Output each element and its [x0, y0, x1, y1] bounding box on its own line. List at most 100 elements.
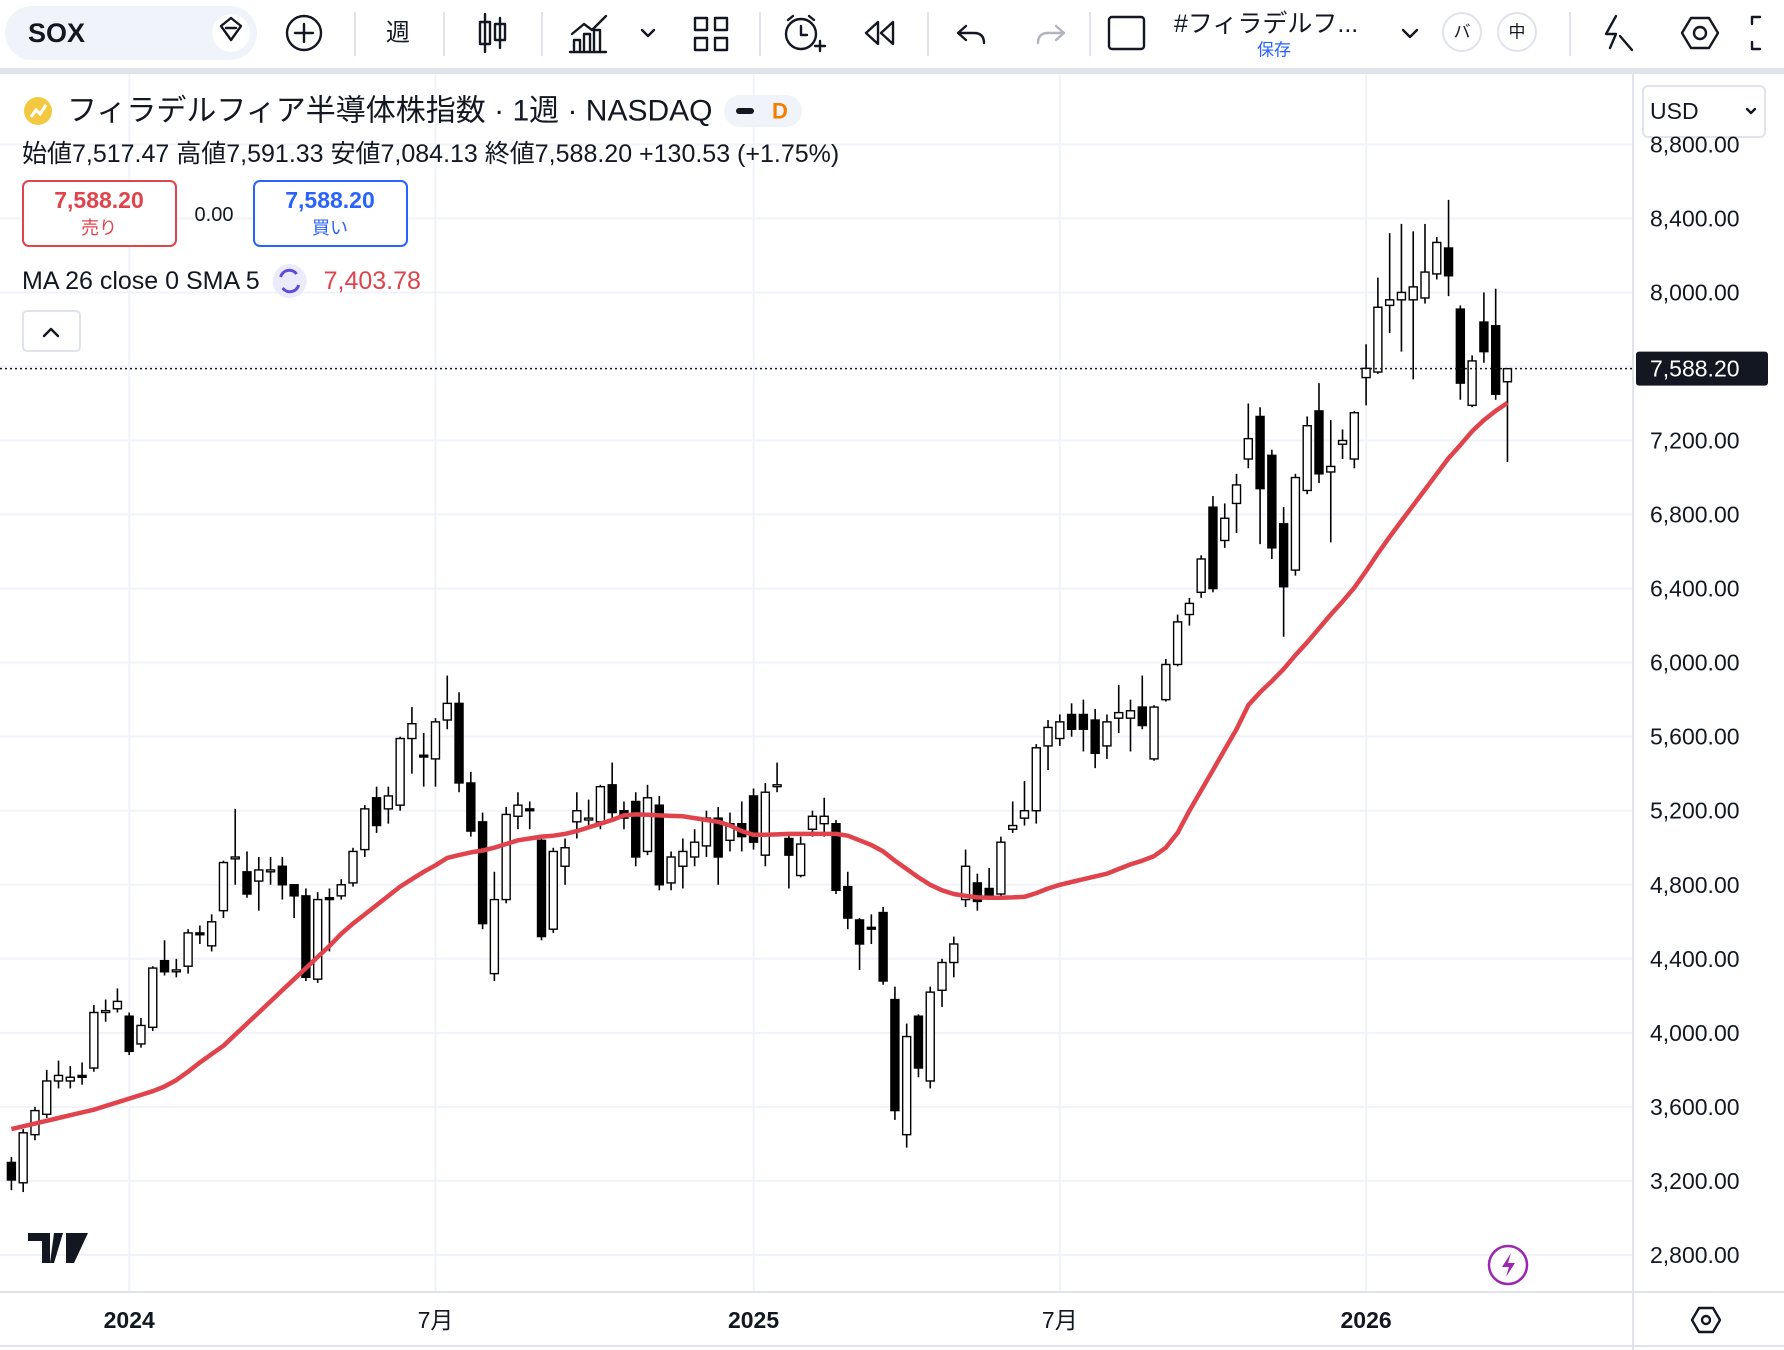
last-price-tag [1636, 351, 1768, 386]
candle-body [53, 1074, 64, 1082]
y-tick-label: 8,400.00 [1650, 205, 1740, 231]
candle-body [996, 841, 1006, 895]
candle-body [1031, 747, 1041, 812]
chart-type-icon[interactable] [478, 12, 507, 54]
axis-settings[interactable] [1690, 1306, 1722, 1334]
fullscreen-icon[interactable] [1750, 15, 1762, 51]
candle-body [371, 797, 382, 827]
candle-body [1408, 286, 1418, 301]
replay-icon[interactable] [864, 20, 895, 46]
symbol-search[interactable] [5, 6, 257, 60]
indicator-icon-mark [279, 268, 301, 294]
candle-body [560, 847, 570, 867]
candle-body [1149, 706, 1159, 760]
candle-body [1078, 713, 1089, 730]
candle-body [760, 791, 771, 856]
candle-body [136, 1024, 146, 1045]
sell-label: 売り [81, 218, 117, 238]
candle-body [1255, 415, 1265, 490]
candle-body [501, 813, 511, 901]
indicators-icon[interactable] [568, 14, 608, 54]
candle-body [1137, 706, 1147, 727]
save-label[interactable]: 保存 [1257, 41, 1291, 60]
candle-body [831, 822, 841, 892]
candle-body [1161, 663, 1171, 701]
candle-body [395, 737, 405, 806]
last-price-label: 7,588.20 [1650, 356, 1740, 382]
settings-icon-center [1692, 25, 1708, 41]
layout-icon[interactable] [693, 16, 729, 52]
candle-body [360, 808, 370, 851]
btn-naka-label: 中 [1509, 23, 1526, 42]
layout-square[interactable] [1107, 15, 1146, 51]
btn-ba[interactable] [1442, 12, 1482, 52]
candle-body [1290, 476, 1301, 571]
btn-naka[interactable] [1497, 12, 1537, 52]
candle-body [1243, 437, 1254, 460]
candle-body [595, 785, 606, 823]
buy-button[interactable] [253, 180, 408, 247]
chevron[interactable] [640, 28, 656, 38]
undo-icon[interactable] [956, 24, 986, 45]
candle-body [854, 919, 865, 945]
candle-body [77, 1074, 87, 1078]
axis-settings-center [1700, 1314, 1712, 1326]
candle-body [607, 784, 617, 814]
candle-body [1326, 465, 1336, 473]
candle-body [960, 865, 971, 901]
candle-body [654, 804, 664, 886]
collapse-icon [42, 327, 60, 338]
candle-body [6, 1161, 17, 1181]
candle-body [913, 1015, 924, 1069]
candle-body [878, 911, 888, 982]
candle-body [230, 856, 240, 860]
candle-body [1019, 810, 1030, 819]
candle-body [1008, 824, 1018, 830]
y-tick-label: 5,600.00 [1650, 724, 1740, 750]
y-tick-label: 3,200.00 [1650, 1168, 1740, 1194]
layout-name[interactable]: #フィラデルフ... [1174, 10, 1358, 38]
alert-icon[interactable] [784, 17, 818, 51]
diamond-icon[interactable] [219, 16, 243, 42]
settings-icon[interactable] [1680, 16, 1720, 50]
lightning-icon [1502, 1253, 1515, 1277]
candle-body [525, 808, 535, 812]
buy-label: 買い [312, 218, 348, 238]
currency-select[interactable] [1642, 85, 1766, 138]
candle-body [925, 991, 935, 1082]
candle-body [1314, 410, 1324, 475]
status-badge [724, 95, 802, 127]
symbol-logo-mark [29, 104, 48, 118]
redo-icon[interactable] [1036, 24, 1066, 45]
chart-title: フィラデルフィア半導体株指数 · 1週 · NASDAQ [67, 95, 713, 128]
currency-chevron [1745, 107, 1757, 115]
candle-body [124, 1015, 134, 1053]
candle-body [678, 850, 688, 867]
quick-icon[interactable] [1604, 14, 1634, 52]
interval[interactable]: 週 [386, 20, 410, 47]
add-symbol[interactable] [285, 14, 323, 52]
candle-body [1102, 721, 1112, 747]
candle-body [1231, 484, 1242, 505]
candle-body [489, 898, 500, 975]
candle-body [1349, 412, 1360, 460]
candle-body [442, 702, 452, 721]
indicator-icon[interactable] [272, 264, 307, 298]
y-tick-label: 4,400.00 [1650, 946, 1740, 972]
y-tick-label: 6,000.00 [1650, 650, 1740, 676]
sell-button[interactable] [22, 180, 177, 247]
candle-body [1490, 325, 1501, 395]
candle-body [1114, 711, 1124, 719]
y-tick-label: 8,800.00 [1650, 131, 1740, 157]
add-icon [293, 22, 315, 44]
ma-line [10, 400, 1509, 1132]
x-tick-label: 2024 [104, 1307, 155, 1333]
candle-body [1125, 710, 1136, 719]
candle-body [206, 921, 217, 947]
candle-body [819, 815, 829, 825]
candle-body [42, 1080, 52, 1115]
candle-body [843, 885, 853, 919]
chevron[interactable] [1401, 28, 1419, 39]
candle-body [1055, 721, 1065, 740]
candle-body [795, 843, 806, 877]
